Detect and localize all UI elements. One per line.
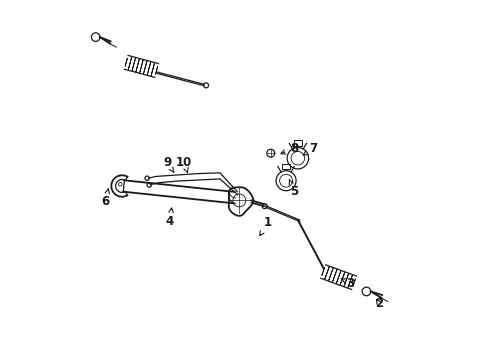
Text: 10: 10 — [176, 156, 193, 172]
Text: 2: 2 — [375, 297, 383, 310]
Text: 9: 9 — [163, 156, 174, 172]
Text: 6: 6 — [101, 189, 110, 208]
Text: 8: 8 — [281, 142, 298, 155]
Text: 7: 7 — [303, 142, 318, 155]
Text: 5: 5 — [289, 180, 298, 198]
Text: 4: 4 — [166, 208, 174, 228]
Text: 3: 3 — [341, 277, 354, 290]
Bar — [282, 163, 291, 169]
Text: 1: 1 — [260, 216, 272, 235]
Bar — [294, 140, 302, 146]
